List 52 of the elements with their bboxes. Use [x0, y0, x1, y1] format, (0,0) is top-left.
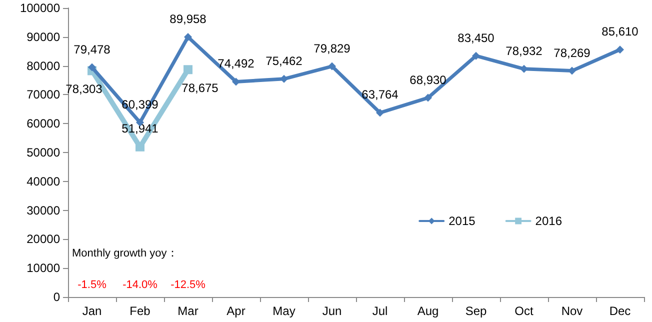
y-tick-label: 90000	[26, 30, 60, 44]
point	[472, 52, 480, 60]
legend-label: 2015	[448, 214, 476, 228]
y-tick-label: 30000	[26, 203, 60, 218]
x-tick-label: Feb	[130, 304, 151, 318]
x-tick-label: May	[272, 304, 296, 318]
data-label: 78,932	[506, 44, 543, 58]
point	[424, 94, 432, 102]
y-tick-label: 70000	[26, 88, 60, 102]
y-tick-label: 60000	[26, 116, 60, 131]
x-tick-label: Jan	[82, 304, 102, 318]
data-label: 79,478	[74, 42, 111, 56]
point	[616, 46, 624, 54]
y-tick-label: 50000	[26, 146, 60, 160]
x-tick-label: Sep	[465, 304, 487, 318]
x-tick-label: Mar	[178, 304, 198, 318]
x-tick-label: Jun	[322, 304, 342, 318]
data-label: 63,764	[362, 88, 399, 102]
y-tick-label: 80000	[26, 58, 60, 73]
x-tick-label: Apr	[226, 304, 246, 318]
y-tick-label: 40000	[26, 174, 60, 188]
y-tick-label: 10000	[26, 261, 60, 276]
point	[328, 62, 336, 70]
annotation: -1.5%	[78, 279, 107, 291]
legend-label: 2016	[535, 214, 562, 228]
x-tick-label: Aug	[417, 304, 439, 318]
y-tick-label: 100000	[20, 1, 60, 15]
data-label: 78,675	[182, 81, 219, 96]
data-label: 68,930	[410, 72, 447, 87]
annotation: Monthly growth yoy：	[72, 248, 178, 260]
annotation: -14.0%	[122, 279, 158, 291]
x-tick-label: Oct	[514, 304, 534, 318]
x-tick-label: Nov	[561, 304, 583, 318]
data-label: 83,450	[458, 30, 495, 45]
point	[376, 108, 384, 117]
point	[184, 33, 192, 42]
data-label: 51,941	[122, 121, 159, 136]
data-label: 75,462	[266, 54, 303, 68]
data-label: 79,829	[314, 41, 351, 56]
x-tick-label: Dec	[609, 304, 631, 318]
data-label: 74,492	[218, 56, 255, 71]
y-tick-label: 0	[53, 290, 60, 304]
annotation: -12.5%	[170, 279, 206, 291]
point	[88, 63, 96, 72]
point	[232, 78, 240, 86]
y-tick-label: 20000	[26, 232, 60, 246]
data-label: 78,269	[554, 46, 591, 60]
data-label: 89,958	[170, 12, 207, 26]
x-tick-label: Jul	[372, 304, 388, 318]
data-label: 85,610	[602, 24, 639, 39]
point	[184, 65, 192, 74]
data-label: 78,303	[66, 82, 103, 96]
